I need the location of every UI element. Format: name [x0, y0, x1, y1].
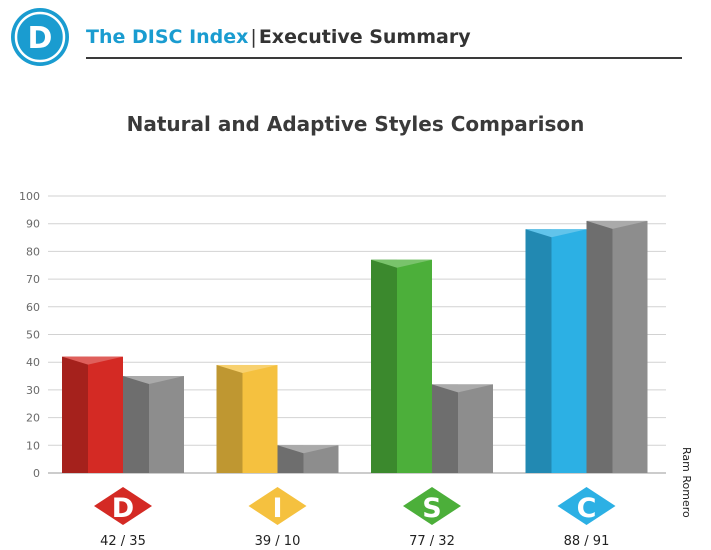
brand-name: The DISC Index — [86, 26, 249, 48]
header-rule — [86, 57, 682, 59]
y-tick-label: 40 — [26, 356, 40, 369]
y-tick-label: 20 — [26, 412, 40, 425]
adaptive-bar — [432, 384, 493, 473]
adaptive-bar — [123, 376, 184, 473]
y-tick-label: 30 — [26, 384, 40, 397]
natural-bar — [371, 259, 432, 473]
header-title: The DISC Index | Executive Summary — [86, 26, 471, 48]
y-tick-label: 60 — [26, 301, 40, 314]
adaptive-bar — [277, 445, 339, 473]
category-letter: S — [422, 493, 441, 524]
header-subtitle: Executive Summary — [258, 26, 471, 48]
natural-bar — [62, 356, 123, 473]
y-tick-label: 70 — [26, 273, 40, 286]
category-letter: D — [112, 493, 134, 524]
header-separator: | — [250, 26, 257, 48]
chart-title: Natural and Adaptive Styles Comparison — [126, 112, 585, 136]
category-diamond — [248, 487, 307, 525]
y-tick-label: 90 — [26, 218, 40, 231]
disc-logo: D — [11, 8, 69, 66]
category-letter: C — [577, 493, 597, 524]
y-tick-label: 100 — [19, 190, 40, 203]
y-tick-label: 80 — [26, 245, 40, 258]
category-value-label: 42 / 35 — [100, 534, 146, 549]
y-tick-label: 0 — [33, 467, 40, 480]
category-diamond — [557, 487, 616, 525]
category-diamond — [403, 487, 461, 525]
category-letter: I — [272, 493, 282, 524]
logo-letter: D — [28, 21, 53, 56]
side-name: Ram Romero — [680, 447, 693, 518]
category-diamond — [94, 487, 152, 525]
y-tick-label: 50 — [26, 329, 40, 342]
natural-bar — [525, 229, 587, 473]
category-value-label: 77 / 32 — [409, 534, 455, 549]
natural-bar — [216, 364, 278, 473]
y-tick-label: 10 — [26, 439, 40, 452]
category-value-label: 39 / 10 — [255, 534, 301, 549]
adaptive-bar — [586, 220, 648, 473]
category-value-label: 88 / 91 — [564, 534, 610, 549]
